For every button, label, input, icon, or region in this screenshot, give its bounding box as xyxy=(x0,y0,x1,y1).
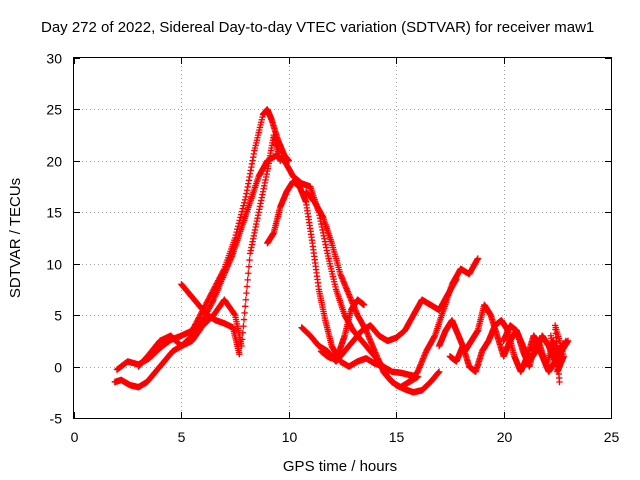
data-point xyxy=(246,256,253,264)
data-point xyxy=(244,276,251,284)
x-tick-label: 25 xyxy=(604,429,620,445)
axis-ticks xyxy=(74,58,612,419)
data-point xyxy=(232,231,240,239)
series-track-c xyxy=(135,131,284,370)
series-track-i xyxy=(405,255,482,386)
y-tick-label: 5 xyxy=(54,308,62,324)
data-point xyxy=(238,336,246,343)
data-point xyxy=(209,297,217,305)
data-point xyxy=(236,217,243,224)
data-point xyxy=(239,329,246,336)
data-point xyxy=(285,157,292,165)
data-point xyxy=(241,309,248,317)
data-point xyxy=(243,289,250,297)
y-tick-label: 10 xyxy=(46,257,62,273)
data-point xyxy=(234,225,241,233)
series-track-b xyxy=(113,106,292,373)
data-point xyxy=(241,196,249,203)
data-point xyxy=(243,283,251,290)
y-tick-label: -5 xyxy=(50,411,63,427)
data-point xyxy=(220,267,227,274)
series-track-d xyxy=(178,281,243,358)
data-point xyxy=(435,368,443,375)
data-point xyxy=(240,202,247,209)
data-point xyxy=(236,351,243,358)
data-point xyxy=(242,296,250,303)
data-point xyxy=(234,223,242,230)
data-point xyxy=(562,337,570,345)
data-point xyxy=(245,263,253,270)
series-track-m xyxy=(547,322,567,386)
y-tick-label: 20 xyxy=(46,154,62,170)
data-point xyxy=(233,228,240,236)
y-tick-label: 25 xyxy=(46,102,62,118)
data-points xyxy=(111,106,572,396)
data-point xyxy=(245,270,252,277)
data-point xyxy=(556,378,563,386)
tick-labels: 0 5 10 15 20 25 -5 0 5 10 15 20 25 30 xyxy=(46,51,619,446)
data-point xyxy=(238,208,246,215)
y-tick-label: 30 xyxy=(46,51,62,67)
series-track-h xyxy=(317,296,368,362)
x-tick-label: 15 xyxy=(389,429,405,445)
data-point xyxy=(277,157,284,165)
plot-border xyxy=(73,57,612,419)
data-point xyxy=(238,211,245,218)
y-tick-label: 0 xyxy=(54,360,62,376)
series-track-g xyxy=(298,275,460,365)
data-point xyxy=(240,322,247,330)
data-point xyxy=(242,303,249,310)
data-point xyxy=(360,301,368,309)
data-point xyxy=(231,310,238,318)
y-axis-label: SDTVAR / TECUs xyxy=(7,178,24,298)
x-tick-label: 10 xyxy=(282,429,298,445)
x-axis-label: GPS time / hours xyxy=(283,458,397,475)
x-tick-label: 5 xyxy=(178,429,186,445)
chart-title: Day 272 of 2022, Sidereal Day-to-day VTE… xyxy=(41,19,594,36)
y-tick-label: 15 xyxy=(46,205,62,221)
series-track-a xyxy=(111,152,443,396)
x-tick-label: 0 xyxy=(71,429,79,445)
data-point xyxy=(235,220,243,227)
data-point xyxy=(237,214,244,221)
x-tick-label: 20 xyxy=(497,429,513,445)
data-point xyxy=(239,205,246,212)
data-point xyxy=(240,316,248,323)
data-point xyxy=(241,199,248,206)
data-point xyxy=(474,255,482,262)
data-point xyxy=(231,234,239,242)
